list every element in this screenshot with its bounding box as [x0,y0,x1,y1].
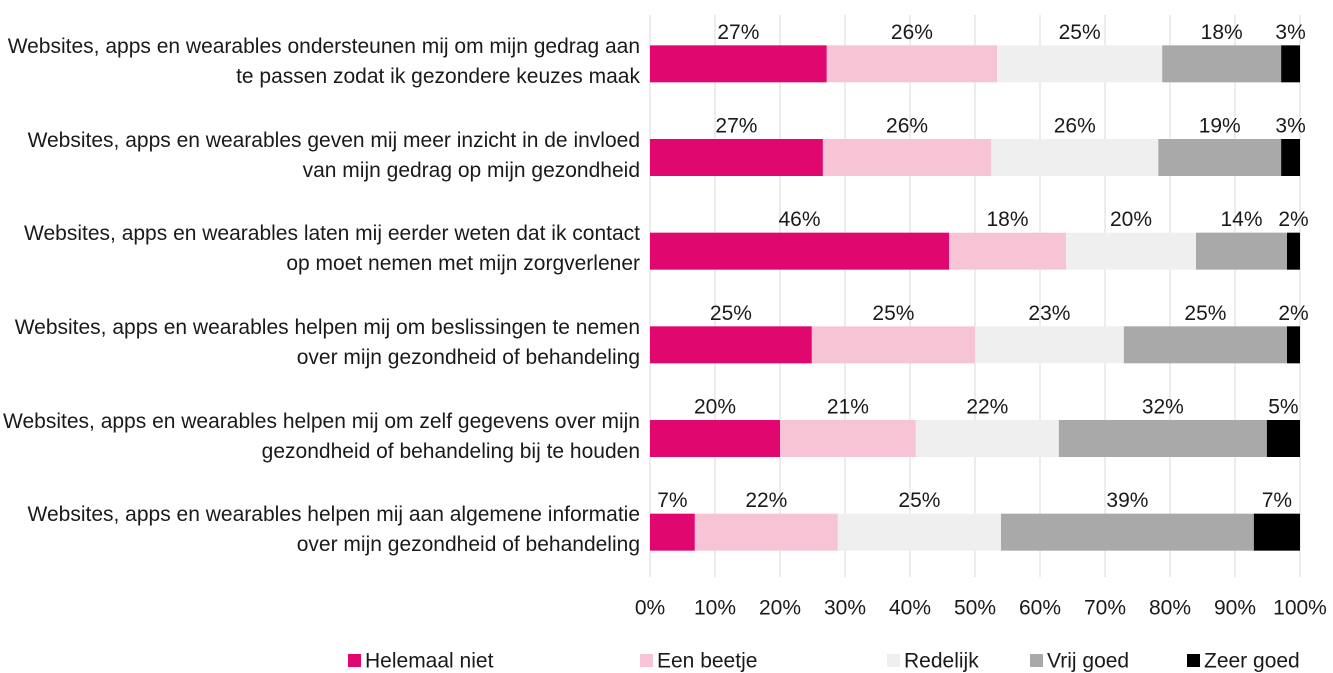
legend-label: Zeer goed [1204,650,1300,673]
bar-segment [1196,232,1287,270]
category-label: Websites, apps en wearables helpen mij o… [14,315,640,369]
legend-label: Vrij goed [1047,650,1129,673]
bar-segment [949,232,1066,270]
legend-swatch [887,654,900,667]
x-tick-label: 40% [889,597,931,620]
bar-segment [650,513,695,551]
value-label: 27% [717,21,759,44]
x-tick-label: 90% [1214,597,1256,620]
value-label: 39% [1106,489,1148,512]
legend-swatch [1187,654,1200,667]
value-label: 25% [710,302,752,325]
category-label: Websites, apps en wearables laten mij ee… [24,222,640,276]
legend-swatch [348,654,361,667]
value-label: 26% [1054,115,1096,138]
bar-segment [650,139,823,176]
value-label: 18% [986,208,1028,231]
x-tick-label: 20% [759,597,801,620]
value-label: 21% [827,396,869,419]
value-label: 22% [966,396,1008,419]
bar-segment [826,45,998,83]
value-label: 22% [745,489,787,512]
bar-segment [1158,139,1282,176]
bar-segment [650,45,827,83]
category-label: Websites, apps en wearables geven mij me… [27,128,640,182]
bar-segment [811,326,975,364]
legend-label: Helemaal niet [365,650,494,673]
value-label: 23% [1028,302,1070,325]
value-label: 26% [886,115,928,138]
value-label: 18% [1201,21,1243,44]
value-label: 2% [1278,302,1308,325]
value-label: 7% [1262,489,1292,512]
value-label: 46% [778,208,820,231]
value-label: 20% [694,396,736,419]
bar-segment [1253,513,1300,551]
bar-segment [650,232,949,270]
value-label: 20% [1110,208,1152,231]
bar-segment [997,45,1163,83]
bar-segment [1281,45,1300,83]
value-label: 27% [715,115,757,138]
value-label: 14% [1220,208,1262,231]
value-label: 5% [1268,396,1298,419]
bar-segment [1266,420,1300,457]
value-label: 2% [1278,208,1308,231]
value-label: 19% [1199,115,1241,138]
bar-segment [694,513,838,551]
x-tick-label: 10% [694,597,736,620]
legend-swatch [640,654,653,667]
x-tick-label: 80% [1149,597,1191,620]
value-label: 25% [898,489,940,512]
bar-segment [822,139,992,176]
bar-segment [1162,45,1282,83]
value-label: 25% [872,302,914,325]
value-label: 3% [1275,21,1305,44]
value-label: 26% [891,21,933,44]
bar-segment [975,326,1124,364]
category-label: Websites, apps en wearables helpen mij o… [3,409,640,463]
x-tick-label: 0% [635,597,665,620]
bar-segment [1123,326,1287,364]
x-tick-label: 50% [954,597,996,620]
bar-segment [1287,232,1300,270]
bar-segment [650,326,812,364]
x-tick-label: 60% [1019,597,1061,620]
value-label: 32% [1142,396,1184,419]
bar-segment [1001,513,1254,551]
bar-segment [1058,420,1267,457]
x-tick-label: 30% [824,597,866,620]
legend-label: Redelijk [904,650,979,673]
value-label: 3% [1275,115,1305,138]
legend-swatch [1030,654,1043,667]
bar-segment [1066,232,1196,270]
value-label: 7% [657,489,687,512]
category-label: Websites, apps en wearables helpen mij a… [27,503,640,557]
bar-segment [991,139,1159,176]
bar-segment [780,420,916,457]
bar-segment [1287,326,1300,364]
x-tick-label: 100% [1273,597,1327,620]
x-tick-label: 70% [1084,597,1126,620]
category-label: Websites, apps en wearables ondersteunen… [7,34,640,88]
bar-segment [915,420,1059,457]
bar-segment [1281,139,1300,176]
value-label: 25% [1184,302,1226,325]
bar-segment [650,420,780,457]
legend-label: Een beetje [657,650,757,673]
bar-segment [837,513,1001,551]
value-label: 25% [1059,21,1101,44]
